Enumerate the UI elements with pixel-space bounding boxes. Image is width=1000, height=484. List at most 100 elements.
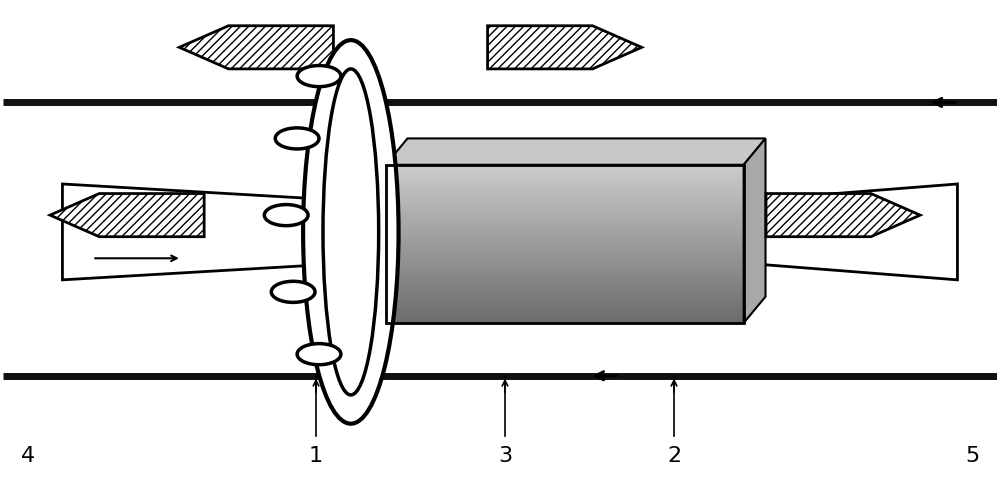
Bar [386, 319, 744, 320]
Bar [386, 255, 744, 256]
Bar [386, 314, 744, 315]
Bar [386, 231, 744, 232]
Bar [386, 246, 744, 247]
Bar [386, 181, 744, 182]
Bar [386, 208, 744, 209]
Bar [386, 243, 744, 244]
Bar [386, 296, 744, 297]
Bar [386, 267, 744, 268]
Bar [386, 189, 744, 190]
Bar [386, 199, 744, 200]
Text: 2: 2 [667, 445, 681, 465]
Bar [386, 167, 744, 168]
Bar [386, 270, 744, 271]
Bar [386, 274, 744, 275]
Bar [386, 280, 744, 281]
Circle shape [271, 282, 315, 303]
Bar [386, 322, 744, 323]
Bar [386, 278, 744, 279]
Bar [386, 166, 744, 167]
Bar [386, 295, 744, 296]
Bar [386, 250, 744, 251]
Bar [386, 306, 744, 307]
Bar [386, 315, 744, 316]
Bar [386, 285, 744, 286]
Bar [386, 168, 744, 170]
Bar [386, 195, 744, 196]
Bar [386, 283, 744, 285]
Bar [386, 188, 744, 189]
Bar [386, 170, 744, 171]
Text: 1: 1 [309, 445, 323, 465]
Bar [386, 258, 744, 259]
Bar [386, 225, 744, 226]
Bar [386, 190, 744, 191]
Bar [386, 205, 744, 207]
Bar [386, 256, 744, 257]
Bar [386, 236, 744, 237]
Bar [386, 305, 744, 306]
Bar [386, 216, 744, 217]
Bar [386, 257, 744, 258]
Bar [386, 219, 744, 220]
Bar [386, 253, 744, 254]
Polygon shape [744, 184, 957, 280]
Bar [386, 294, 744, 295]
Bar [386, 182, 744, 183]
Bar [386, 196, 744, 197]
Bar [386, 262, 744, 263]
Bar [386, 228, 744, 229]
Bar [386, 304, 744, 305]
Bar [386, 214, 744, 215]
Bar [386, 235, 744, 236]
Bar [386, 202, 744, 203]
Bar [386, 288, 744, 289]
Bar [386, 321, 744, 322]
Bar [386, 298, 744, 299]
Bar [386, 277, 744, 278]
Bar [386, 191, 744, 192]
Bar [386, 173, 744, 174]
Bar [386, 251, 744, 252]
Bar [386, 264, 744, 265]
Bar [386, 229, 744, 231]
Text: 3: 3 [498, 445, 512, 465]
Bar [386, 198, 744, 199]
Ellipse shape [323, 70, 379, 395]
Circle shape [264, 205, 308, 226]
Bar [386, 254, 744, 255]
Bar [386, 194, 744, 195]
Circle shape [275, 129, 319, 150]
Bar [386, 221, 744, 222]
Polygon shape [386, 139, 766, 166]
Polygon shape [488, 27, 642, 70]
Bar [386, 291, 744, 292]
Bar [386, 247, 744, 249]
Bar [386, 220, 744, 221]
Bar [386, 186, 744, 188]
Bar [386, 292, 744, 293]
Bar [386, 311, 744, 312]
Bar [386, 289, 744, 291]
Bar [386, 309, 744, 310]
Bar [386, 239, 744, 240]
Polygon shape [50, 194, 204, 237]
Bar [386, 299, 744, 300]
Bar [386, 241, 744, 242]
Polygon shape [179, 27, 333, 70]
Bar [386, 203, 744, 204]
Bar [386, 301, 744, 302]
Bar [386, 297, 744, 298]
Bar [386, 263, 744, 264]
Bar [386, 276, 744, 277]
Bar [386, 213, 744, 214]
Bar [386, 174, 744, 175]
Bar [386, 179, 744, 180]
Bar [386, 265, 744, 267]
Polygon shape [766, 194, 920, 237]
Bar [386, 197, 744, 198]
Bar [386, 222, 744, 223]
Bar [386, 261, 744, 262]
Polygon shape [744, 139, 766, 323]
Bar [386, 232, 744, 233]
